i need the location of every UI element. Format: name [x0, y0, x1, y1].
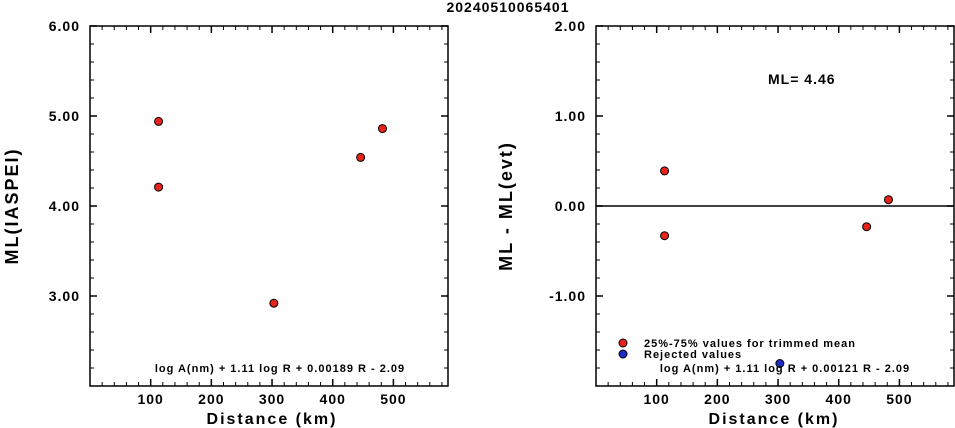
left-x-tick-label: 100	[137, 391, 163, 407]
left-formula: log A(nm) + 1.11 log R + 0.00189 R - 2.0…	[155, 363, 405, 375]
left-x-tick-label: 200	[198, 391, 224, 407]
figure-title: 20240510065401	[446, 0, 569, 15]
right-data-point	[660, 231, 670, 241]
left-data-point	[377, 124, 387, 134]
left-y-tick-label: 5.00	[49, 108, 80, 124]
left-data-point	[356, 152, 366, 162]
left-x-tick-label: 500	[380, 391, 406, 407]
left-y-tick-label: 6.00	[49, 18, 80, 34]
legend: 25%-75% values for trimmed mean Rejected…	[618, 338, 856, 361]
right-y-tick-label: 0.00	[555, 198, 586, 214]
right-y-tick-label: -1.00	[549, 288, 586, 304]
legend-label-trimmed: 25%-75% values for trimmed mean	[644, 338, 856, 350]
left-x-tick-label: 400	[320, 391, 346, 407]
left-y-tick-label: 4.00	[49, 198, 80, 214]
right-points	[660, 166, 893, 368]
right-formula: log A(nm) + 1.11 log R + 0.00121 R - 2.0…	[660, 363, 910, 375]
left-x-ticks: 100 200 300 400 500	[101, 26, 443, 407]
right-data-point	[660, 166, 670, 176]
left-y-tick-label: 3.00	[49, 288, 80, 304]
right-y-tick-label: 2.00	[555, 18, 586, 34]
left-points	[154, 116, 387, 308]
right-data-point	[775, 359, 785, 368]
right-x-tick-label: 500	[886, 391, 912, 407]
left-y-ticks: 3.00 4.00 5.00 6.00	[49, 18, 448, 369]
ml-value-label: ML= 4.46	[768, 71, 836, 87]
right-data-point	[862, 222, 872, 232]
right-x-tick-label: 300	[765, 391, 791, 407]
right-x-tick-label: 400	[826, 391, 852, 407]
left-data-point	[154, 116, 164, 126]
left-x-axis-title: Distance (km)	[207, 411, 338, 428]
right-x-axis-title: Distance (km)	[709, 411, 840, 428]
left-panel: 3.00 4.00 5.00 6.00 100 200 300 400 500 log A(n…	[2, 18, 449, 428]
left-x-tick-label: 300	[259, 391, 285, 407]
right-data-point	[883, 195, 893, 205]
left-plot-frame	[89, 25, 449, 387]
left-data-point	[269, 298, 279, 308]
right-x-ticks: 100 200 300 400 500	[607, 26, 949, 407]
left-y-axis-title: ML(IASPEI)	[2, 148, 22, 265]
right-y-tick-label: 1.00	[555, 108, 586, 124]
legend-label-rejected: Rejected values	[644, 349, 742, 361]
legend-marker-rejected	[618, 349, 628, 359]
right-x-tick-label: 100	[643, 391, 669, 407]
right-x-tick-label: 200	[704, 391, 730, 407]
right-y-ticks: -1.00 0.00 1.00 2.00	[549, 18, 954, 369]
left-data-point	[154, 182, 164, 192]
right-panel: -1.00 0.00 1.00 2.00 100 200 300 400 500 ML= 4.…	[496, 18, 955, 428]
right-y-axis-title: ML - ML(evt)	[496, 141, 516, 271]
legend-marker-trimmed	[618, 338, 628, 348]
